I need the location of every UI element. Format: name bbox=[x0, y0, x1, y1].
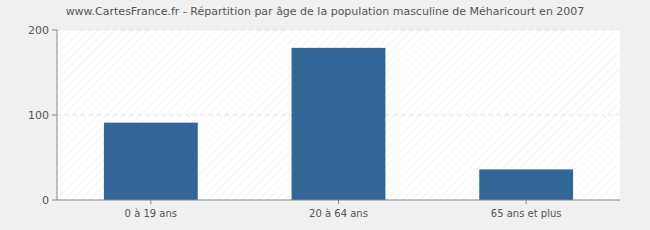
chart: www.CartesFrance.fr - Répartition par âg… bbox=[0, 0, 650, 230]
x-tick-label: 0 à 19 ans bbox=[125, 208, 177, 219]
grid-line bbox=[57, 30, 620, 31]
tick-mark bbox=[52, 115, 57, 116]
tick-mark bbox=[52, 30, 57, 31]
x-tick-label: 20 à 64 ans bbox=[309, 208, 368, 219]
title: www.CartesFrance.fr - Répartition par âg… bbox=[66, 5, 585, 18]
y-tick-label: 100 bbox=[28, 109, 49, 122]
y-tick-label: 0 bbox=[42, 194, 49, 207]
y-tick-label: 200 bbox=[28, 24, 49, 37]
x-tick bbox=[338, 200, 339, 204]
tick-mark bbox=[52, 200, 57, 201]
x-tick bbox=[150, 200, 151, 204]
x-tick bbox=[526, 200, 527, 204]
background bbox=[0, 0, 650, 230]
y-axis bbox=[57, 30, 58, 200]
bar bbox=[292, 48, 386, 200]
chart-container: www.CartesFrance.fr - Répartition par âg… bbox=[0, 0, 650, 230]
x-tick-label: 65 ans et plus bbox=[491, 208, 562, 219]
bar bbox=[104, 123, 198, 200]
bars bbox=[104, 48, 573, 200]
plot-area bbox=[57, 30, 620, 200]
bar bbox=[479, 169, 573, 200]
